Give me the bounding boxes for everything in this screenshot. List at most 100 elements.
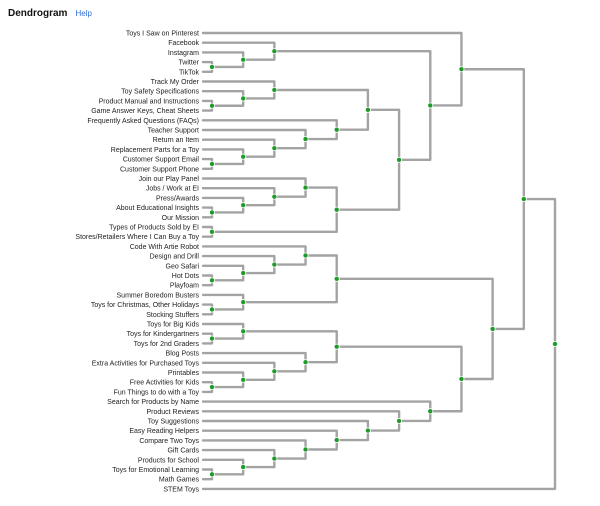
merge-node[interactable] <box>489 325 496 332</box>
merge-node[interactable] <box>302 359 309 366</box>
merge-node[interactable] <box>520 196 527 203</box>
merge-node[interactable] <box>208 160 215 167</box>
merge-node[interactable] <box>458 66 465 73</box>
leaf-label: Facebook <box>168 40 199 47</box>
leaf-label: Types of Products Sold by EI <box>109 225 199 232</box>
leaf-label: About Educational Insights <box>116 205 199 212</box>
dendrogram-link <box>201 293 245 311</box>
leaf-label: Printables <box>168 370 200 377</box>
merge-node[interactable] <box>271 368 278 375</box>
merge-node[interactable] <box>240 299 247 306</box>
merge-node[interactable] <box>240 328 247 335</box>
merge-node[interactable] <box>333 206 340 213</box>
leaf-label: Jobs / Work at EI <box>146 186 199 193</box>
leaf-label: Blog Posts <box>166 351 200 358</box>
merge-node[interactable] <box>240 95 247 102</box>
leaf-label: Search for Products by Name <box>107 399 199 406</box>
leaf-label: Design and Drill <box>150 254 200 261</box>
leaf-label: Products for School <box>138 457 200 464</box>
header: Dendrogram Help <box>8 8 92 24</box>
merge-node[interactable] <box>208 306 215 313</box>
merge-node[interactable] <box>302 252 309 259</box>
leaf-label: Stores/Retailers Where I Can Buy a Toy <box>75 234 199 241</box>
dendrogram-link <box>201 361 276 381</box>
merge-node[interactable] <box>208 228 215 235</box>
merge-node[interactable] <box>364 427 371 434</box>
merge-node[interactable] <box>302 446 309 453</box>
leaf-label: Fun Things to do with a Toy <box>114 389 200 396</box>
merge-node[interactable] <box>271 193 278 200</box>
leaf-label: Easy Reading Helpers <box>129 428 199 435</box>
merge-node[interactable] <box>208 209 215 216</box>
leaf-label: Toys for 2nd Graders <box>134 341 200 348</box>
leaf-label: Code With Artie Robot <box>130 244 199 251</box>
merge-node[interactable] <box>240 202 247 209</box>
dendrogram-link <box>201 138 276 158</box>
leaf-label: Replacement Parts for a Toy <box>111 147 200 154</box>
leaf-label: Join our Play Panel <box>139 176 200 183</box>
merge-node[interactable] <box>333 343 340 350</box>
merge-node[interactable] <box>271 48 278 55</box>
merge-node[interactable] <box>240 376 247 383</box>
leaf-label: Toys for Emotional Learning <box>112 467 199 474</box>
merge-node[interactable] <box>271 86 278 93</box>
merge-node[interactable] <box>333 275 340 282</box>
merge-node[interactable] <box>271 145 278 152</box>
leaf-label: Extra Activities for Purchased Toys <box>92 360 200 367</box>
merge-node[interactable] <box>271 455 278 462</box>
leaf-label: Math Games <box>159 477 200 484</box>
merge-node[interactable] <box>240 464 247 471</box>
leaf-label: Playfoam <box>170 283 199 290</box>
merge-node[interactable] <box>302 184 309 191</box>
leaf-label: Twitter <box>178 60 199 67</box>
leaf-label: Customer Support Email <box>123 157 200 164</box>
merge-node[interactable] <box>240 270 247 277</box>
merge-node[interactable] <box>208 277 215 284</box>
merge-node[interactable] <box>271 261 278 268</box>
dendrogram-link <box>201 51 245 69</box>
merge-node[interactable] <box>396 156 403 163</box>
leaf-label: TikTok <box>179 69 199 76</box>
merge-node[interactable] <box>458 375 465 382</box>
merge-node[interactable] <box>364 106 371 113</box>
merge-node[interactable] <box>333 437 340 444</box>
merge-node[interactable] <box>208 335 215 342</box>
merge-node[interactable] <box>240 153 247 160</box>
merge-node[interactable] <box>396 417 403 424</box>
dendrogram-link <box>201 448 276 469</box>
leaf-label: Customer Support Phone <box>120 166 199 173</box>
leaf-label: Product Reviews <box>146 409 199 416</box>
page-title: Dendrogram <box>8 8 68 19</box>
dendrogram-link <box>201 148 245 166</box>
leaf-label: Toys for Kindergartners <box>127 331 200 338</box>
leaf-label: Return an Item <box>153 137 199 144</box>
merge-node[interactable] <box>208 63 215 70</box>
dendrogram-link <box>241 330 338 364</box>
dendrogram-link <box>201 90 245 107</box>
leaf-label: Compare Two Toys <box>139 438 199 445</box>
dendrogram-link <box>201 80 276 100</box>
leaf-label: Gift Cards <box>167 448 199 455</box>
merge-node[interactable] <box>208 384 215 391</box>
leaf-label: Track My Order <box>151 79 200 86</box>
merge-node[interactable] <box>427 102 434 109</box>
merge-node[interactable] <box>552 340 559 347</box>
merge-node[interactable] <box>208 102 215 109</box>
leaf-label: Toys for Big Kids <box>147 322 200 329</box>
leaf-label: Toys I Saw on Pinterest <box>126 31 199 38</box>
merge-node[interactable] <box>333 126 340 133</box>
leaf-label: Press/Awards <box>156 195 200 202</box>
merge-node[interactable] <box>240 56 247 63</box>
leaf-label: Product Manual and Instructions <box>99 98 200 105</box>
merge-node[interactable] <box>302 136 309 143</box>
leaf-label: Game Answer Keys, Cheat Sheets <box>91 108 199 115</box>
dendrogram-link <box>201 187 276 207</box>
dendrogram-link <box>335 277 494 381</box>
merge-node[interactable] <box>208 471 215 478</box>
merge-node[interactable] <box>427 408 434 415</box>
help-link[interactable]: Help <box>75 9 92 18</box>
leaf-label: STEM Toys <box>163 486 199 493</box>
dendrogram-link <box>201 322 245 340</box>
dendrogram-link <box>241 254 338 304</box>
